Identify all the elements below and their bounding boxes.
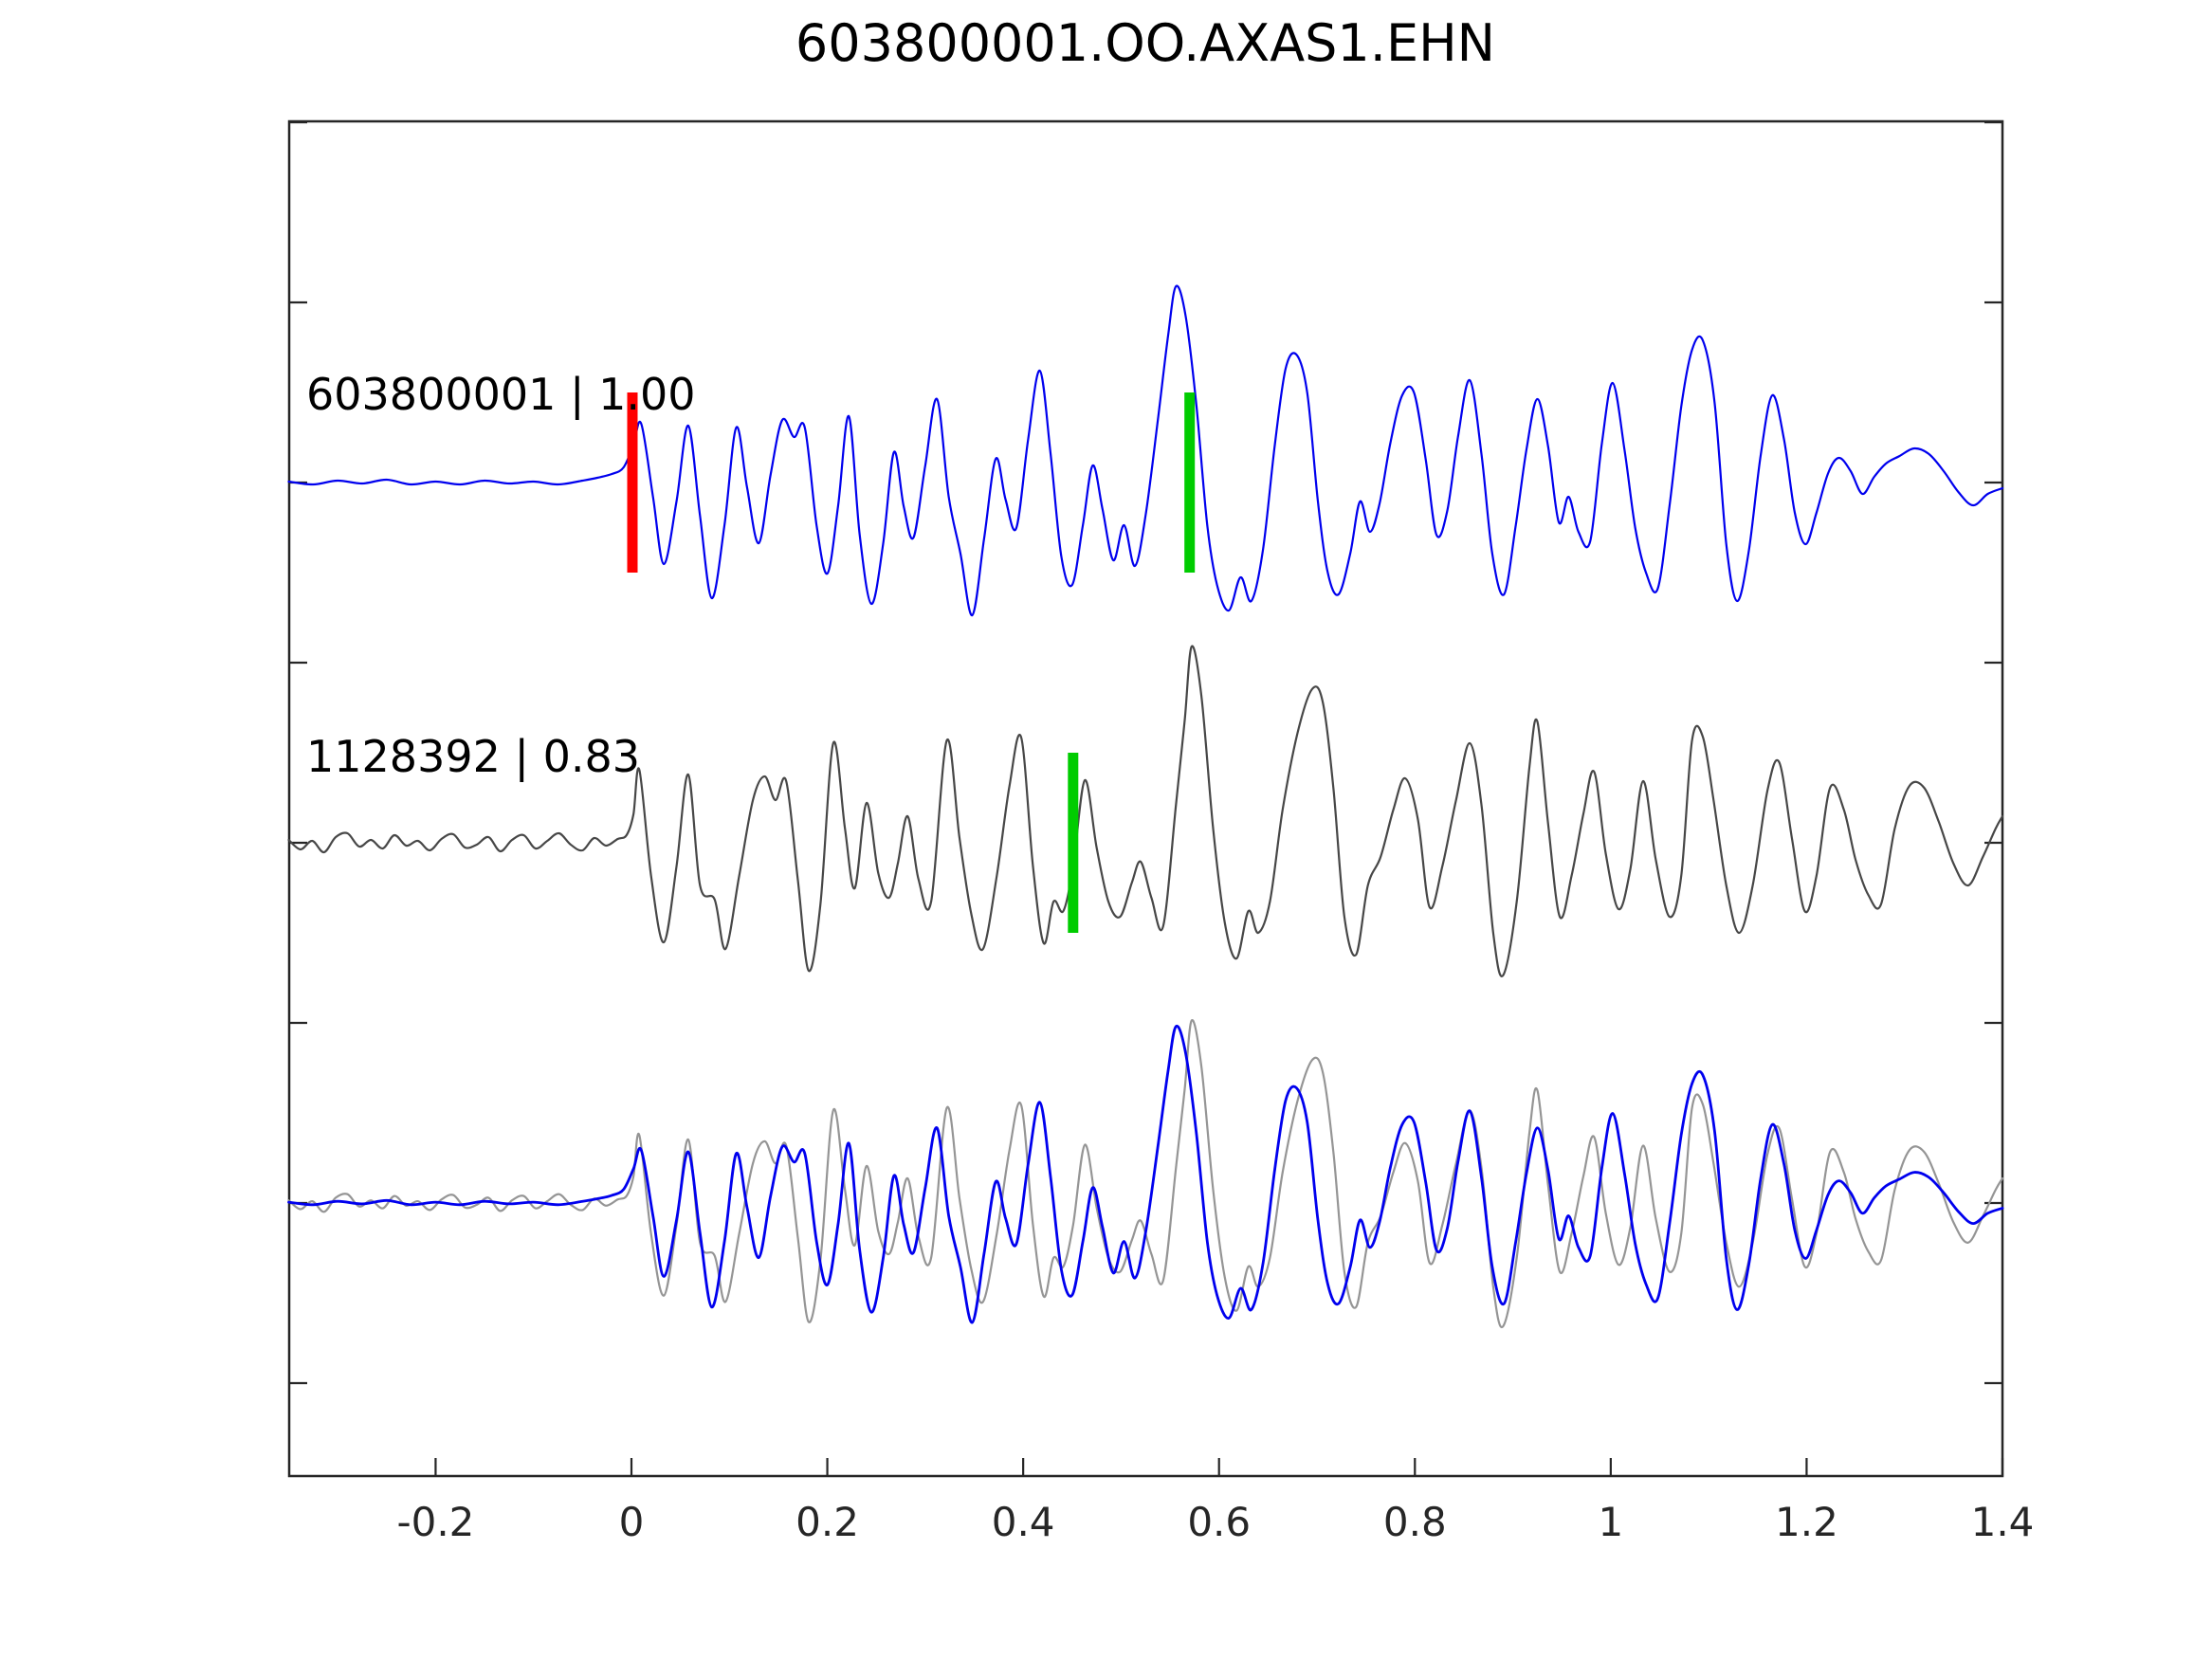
pick-marker-green-trace2 (1068, 753, 1079, 933)
x-tick-label: 1 (1598, 1499, 1623, 1545)
x-tick-label: 0.4 (992, 1499, 1055, 1545)
x-tick-label: 1.2 (1775, 1499, 1838, 1545)
x-tick-label: 0 (619, 1499, 645, 1545)
x-tick-label: 0.6 (1187, 1499, 1251, 1545)
x-tick-label: -0.2 (396, 1499, 474, 1545)
pick-marker-green-trace1 (1184, 392, 1196, 573)
trace2-path (287, 645, 2004, 977)
x-tick-label: 0.2 (795, 1499, 859, 1545)
trace1-path (287, 284, 2004, 617)
x-tick-label: 0.8 (1383, 1499, 1447, 1545)
trace1-label: 603800001 | 1.00 (306, 369, 696, 421)
overlay-blue-path (287, 1024, 2004, 1324)
plot-border (287, 119, 2004, 1478)
figure-title: 603800001.OO.AXAS1.EHN (795, 13, 1495, 73)
trace2-label: 1128392 | 0.83 (306, 731, 640, 783)
pick-marker-red-trace1 (627, 392, 638, 573)
x-tick-label: 1.4 (1971, 1499, 2035, 1545)
